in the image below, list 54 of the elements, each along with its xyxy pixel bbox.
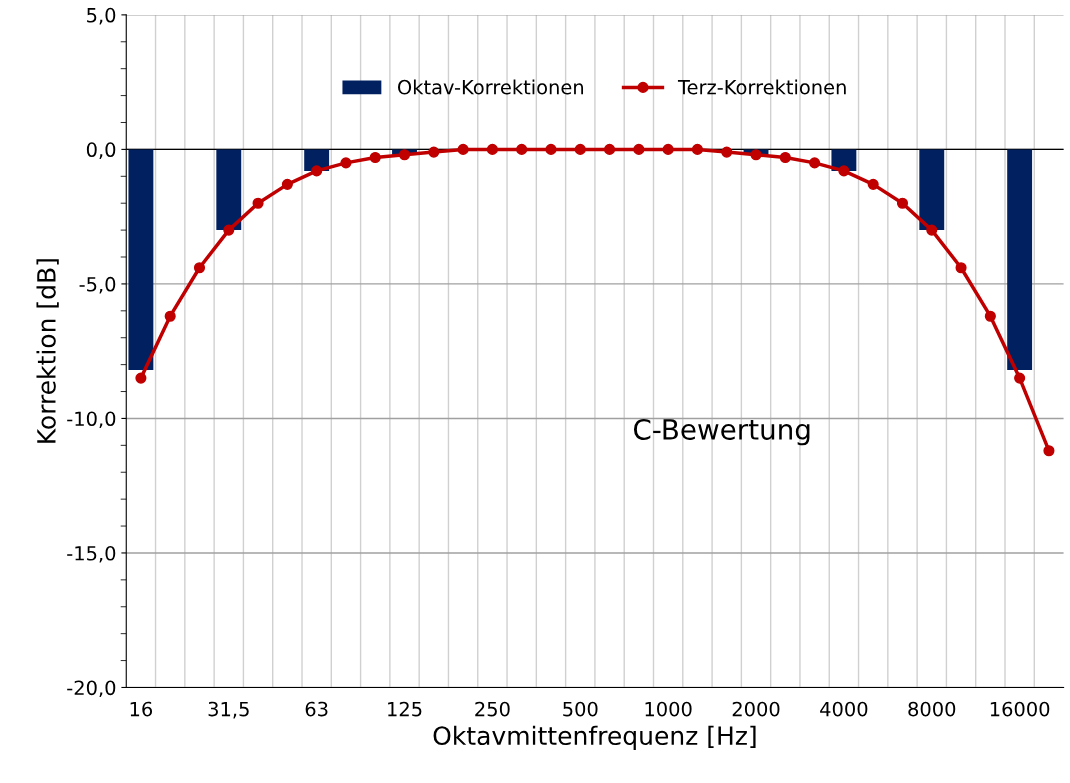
x-tick-label: 16000 [990, 701, 1050, 717]
y-tick-label: 5,0 [87, 7, 116, 25]
x-tick-label: 250 [475, 701, 510, 717]
point [516, 143, 528, 155]
x-tick-label: 500 [563, 701, 598, 717]
point [428, 146, 440, 158]
point [193, 262, 206, 274]
point [984, 310, 996, 322]
point [691, 143, 703, 155]
point [604, 143, 616, 155]
point [633, 143, 645, 155]
x-tick-label: 1000 [645, 701, 692, 717]
point [311, 165, 323, 177]
point [457, 143, 469, 155]
point [838, 165, 850, 177]
point [926, 224, 938, 236]
y-tick-label: 0,0 [86, 142, 116, 160]
point [1014, 372, 1026, 384]
y-axis-title: Korrektion [dB] [36, 259, 59, 443]
point [721, 146, 733, 158]
point [867, 178, 879, 190]
legend-label: Oktav-Korrektionen [397, 79, 584, 95]
x-tick-label: 4000 [820, 701, 868, 717]
point [750, 149, 762, 161]
legend-label: Terz-Korrektionen [677, 79, 846, 95]
point [662, 143, 674, 155]
point [574, 143, 586, 155]
point [809, 157, 821, 169]
y-tick-label: -5,0 [79, 276, 116, 294]
x-tick-label: 8000 [908, 701, 956, 717]
point [398, 149, 411, 161]
x-tick-label: 63 [305, 701, 328, 717]
x-axis-title: Oktavmittenfrequenz [Hz] [433, 725, 756, 750]
x-tick-label: 16 [130, 701, 153, 717]
x-tick-label: 125 [388, 701, 422, 717]
point [369, 151, 381, 164]
point [252, 197, 264, 209]
point [340, 157, 352, 169]
y-tick-label: -20,0 [67, 680, 116, 698]
point [164, 310, 176, 322]
point [135, 372, 147, 384]
y-tick-label: -10,0 [67, 411, 116, 429]
point [223, 224, 235, 236]
point [1043, 445, 1055, 457]
y-tick-label: -15,0 [67, 545, 116, 563]
annotation: C-Bewertung [633, 418, 810, 446]
point [486, 143, 498, 155]
point [281, 178, 293, 190]
x-tick-label: 31,5 [208, 701, 249, 719]
point [896, 197, 909, 209]
point [779, 151, 791, 164]
point [955, 262, 967, 274]
point [545, 143, 557, 155]
x-tick-label: 2000 [732, 701, 780, 717]
